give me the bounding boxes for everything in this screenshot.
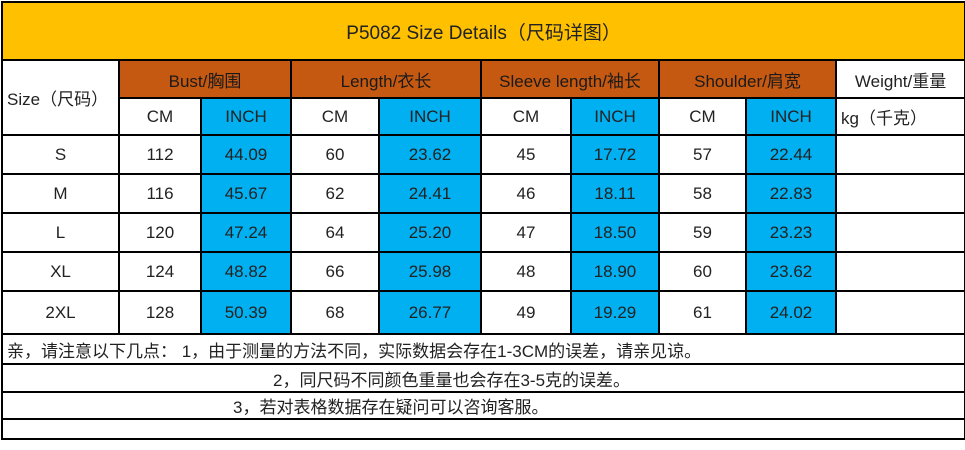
cell: 45 bbox=[480, 134, 572, 175]
unit-header: CM bbox=[480, 97, 572, 136]
cell: 46 bbox=[480, 173, 572, 214]
cell: 116 bbox=[118, 173, 202, 214]
weight-cell bbox=[834, 173, 965, 214]
cell: 44.09 bbox=[200, 134, 292, 175]
cell: 57 bbox=[658, 134, 747, 175]
note-row: 3，若对表格数据存在疑问可以咨询客服。 bbox=[0, 391, 965, 420]
data-row: L 120 47.24 64 25.20 47 18.50 59 23.23 bbox=[1, 212, 965, 253]
cell: 68 bbox=[290, 290, 380, 335]
unit-header: kg（千克） bbox=[834, 97, 965, 136]
cell: 124 bbox=[118, 251, 202, 292]
cell: 112 bbox=[118, 134, 202, 175]
unit-header: INCH bbox=[745, 97, 837, 136]
cell: 48.82 bbox=[200, 251, 292, 292]
size-table: P5082 Size Details（尺码详图） Size（尺码） Bust/胸围 L… bbox=[0, 1, 965, 440]
cell: 24.41 bbox=[378, 173, 482, 214]
cell: 62 bbox=[290, 173, 380, 214]
unit-header: CM bbox=[290, 97, 380, 136]
cell: 60 bbox=[658, 251, 747, 292]
cell: 18.50 bbox=[570, 212, 660, 253]
group-row: Size（尺码） Bust/胸围 Length/衣长 Sleeve length/袖长… bbox=[1, 59, 965, 136]
cell: 66 bbox=[290, 251, 380, 292]
cell: 18.90 bbox=[570, 251, 660, 292]
cell: 19.29 bbox=[570, 290, 660, 335]
data-row: XL 124 48.82 66 25.98 48 18.90 60 23.62 bbox=[1, 251, 965, 292]
cell: 26.77 bbox=[378, 290, 482, 335]
cell: 22.83 bbox=[745, 173, 837, 214]
cell: 59 bbox=[658, 212, 747, 253]
cell: 49 bbox=[480, 290, 572, 335]
note-row: 亲，请注意以下几点： 1，由于测量的方法不同，实际数据会存在1-3CM的误差，请… bbox=[0, 333, 965, 365]
cell: 128 bbox=[118, 290, 202, 335]
group-header: Shoulder/肩宽 bbox=[658, 59, 837, 99]
unit-header: INCH bbox=[570, 97, 660, 136]
cell: 23.62 bbox=[378, 134, 482, 175]
unit-header: CM bbox=[658, 97, 747, 136]
weight-cell bbox=[834, 251, 965, 292]
cell: 47 bbox=[480, 212, 572, 253]
group-header: Sleeve length/袖长 bbox=[480, 59, 660, 99]
unit-header: INCH bbox=[378, 97, 482, 136]
group-header: Bust/胸围 bbox=[118, 59, 292, 99]
blank-cell bbox=[0, 418, 965, 440]
size-label: S bbox=[1, 134, 120, 175]
cell: 45.67 bbox=[200, 173, 292, 214]
data-row: S 112 44.09 60 23.62 45 17.72 57 22.44 bbox=[1, 134, 965, 175]
size-label: XL bbox=[1, 251, 120, 292]
note-row: 2，同尺码不同颜色重量也会存在3-5克的误差。 bbox=[0, 363, 965, 393]
unit-row: CM INCH CM INCH CM INCH CM INCH kg（千克） bbox=[2, 97, 965, 136]
blank-row bbox=[0, 418, 965, 440]
cell: 61 bbox=[658, 290, 747, 335]
cell: 48 bbox=[480, 251, 572, 292]
cell: 50.39 bbox=[200, 290, 292, 335]
cell: 64 bbox=[290, 212, 380, 253]
cell: 22.44 bbox=[745, 134, 837, 175]
cell: 25.20 bbox=[378, 212, 482, 253]
data-row: M 116 45.67 62 24.41 46 18.11 58 22.83 bbox=[1, 173, 965, 214]
cell: 18.11 bbox=[570, 173, 660, 214]
size-header: Size（尺码） bbox=[1, 59, 120, 136]
cell: 23.62 bbox=[745, 251, 837, 292]
group-header: Weight/重量 bbox=[834, 59, 965, 99]
unit-header: INCH bbox=[200, 97, 292, 136]
title-row: P5082 Size Details（尺码详图） bbox=[0, 1, 965, 61]
weight-cell bbox=[834, 290, 965, 335]
cell: 17.72 bbox=[570, 134, 660, 175]
title: P5082 Size Details（尺码详图） bbox=[0, 1, 965, 61]
unit-header: CM bbox=[118, 97, 202, 136]
cell: 120 bbox=[118, 212, 202, 253]
note: 2，同尺码不同颜色重量也会存在3-5克的误差。 bbox=[0, 363, 965, 393]
cell: 58 bbox=[658, 173, 747, 214]
note: 3，若对表格数据存在疑问可以咨询客服。 bbox=[0, 391, 965, 420]
cell: 47.24 bbox=[200, 212, 292, 253]
weight-cell bbox=[834, 212, 965, 253]
size-label: 2XL bbox=[1, 290, 120, 335]
cell: 23.23 bbox=[745, 212, 837, 253]
note: 亲，请注意以下几点： 1，由于测量的方法不同，实际数据会存在1-3CM的误差，请… bbox=[0, 333, 965, 365]
cell: 25.98 bbox=[378, 251, 482, 292]
size-label: M bbox=[1, 173, 120, 214]
group-header: Length/衣长 bbox=[290, 59, 482, 99]
cell: 24.02 bbox=[745, 290, 837, 335]
size-label: L bbox=[1, 212, 120, 253]
weight-cell bbox=[834, 134, 965, 175]
data-row: 2XL 128 50.39 68 26.77 49 19.29 61 24.02 bbox=[1, 290, 965, 335]
cell: 60 bbox=[290, 134, 380, 175]
